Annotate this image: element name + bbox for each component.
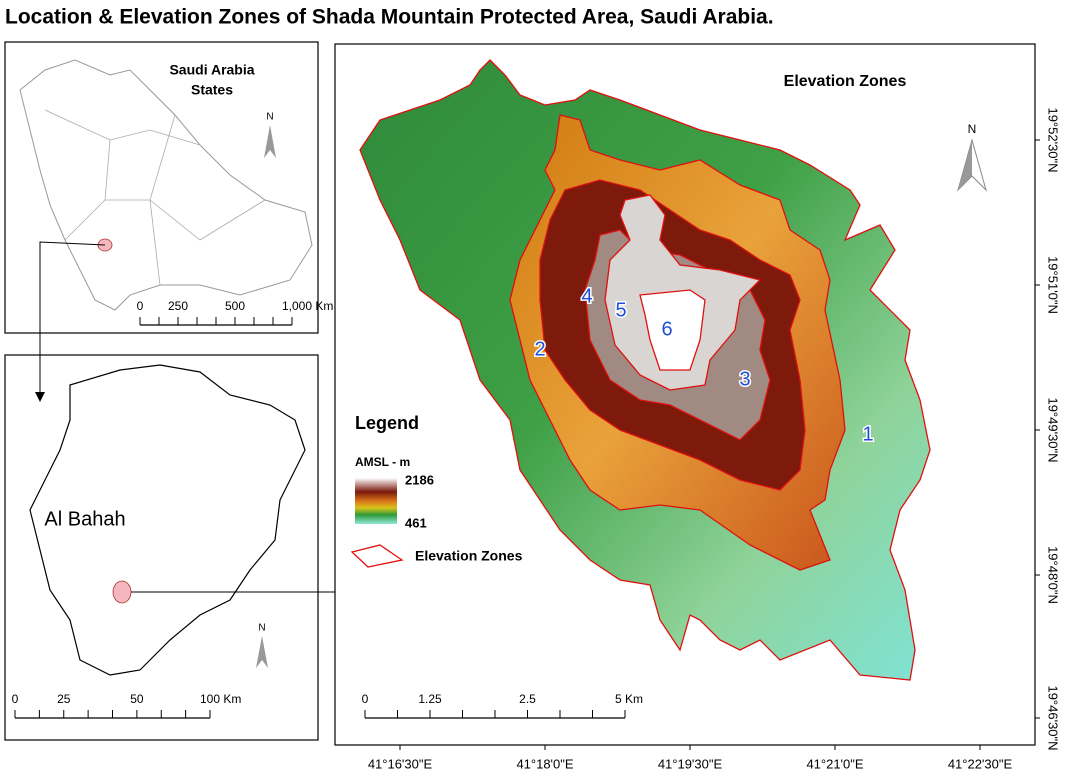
north-arrow-shade	[958, 140, 972, 190]
north-label: N	[258, 623, 265, 634]
scale-bar: 0 25 50 100 Km	[12, 692, 241, 719]
scale-label: 1.25	[418, 692, 442, 706]
zone-label: 1	[862, 423, 873, 445]
shada-highlight	[112, 580, 132, 604]
scale-label: 25	[57, 692, 71, 706]
bahah-outline	[29, 364, 306, 676]
scale-label: 250	[168, 299, 188, 313]
scale-label: 100 Km	[200, 692, 241, 706]
scale-label: 50	[130, 692, 144, 706]
north-label: N	[968, 122, 977, 136]
region-label: Al Bahah	[44, 508, 125, 530]
map-title: Elevation Zones	[784, 73, 907, 90]
scale-bar: 0 1.25 2.5 5 Km	[362, 692, 643, 719]
locator-arrow	[39, 241, 106, 398]
scale-label: 0	[137, 299, 144, 313]
zone-legend-label: Elevation Zones	[415, 548, 523, 564]
scale-label: 1,000 Km	[282, 299, 333, 313]
north-label: N	[266, 112, 273, 123]
y-coord-label: 19°46'30"N	[1046, 685, 1061, 750]
x-coord-label: 41°16'30"E	[368, 756, 433, 771]
coordinate-labels: 41°16'30"E 41°18'0"E 41°19'30"E 41°21'0"E 41…	[368, 107, 1061, 771]
page-title: Location & Elevation Zones of Shada Moun…	[5, 6, 774, 29]
scale-label: 0	[362, 692, 369, 706]
x-coord-label: 41°18'0"E	[516, 756, 573, 771]
zone-legend-symbol	[350, 544, 404, 568]
scale-label: 500	[225, 299, 245, 313]
x-coord-label: 41°19'30"E	[658, 756, 723, 771]
y-coord-label: 19°49'30"N	[1046, 397, 1061, 462]
elevation-ramp	[355, 478, 397, 524]
bahah-inset-frame	[4, 354, 319, 741]
y-coord-label: 19°48'0"N	[1046, 546, 1061, 604]
y-coord-label: 19°51'0"N	[1046, 256, 1061, 314]
ramp-max: 2186	[405, 472, 434, 487]
x-coord-label: 41°21'0"E	[806, 756, 863, 771]
ramp-title: AMSL - m	[355, 455, 410, 469]
scale-label: 2.5	[519, 692, 536, 706]
saudi-inset-frame	[4, 41, 319, 334]
legend-title: Legend	[355, 413, 419, 433]
inset-title: States	[191, 82, 233, 98]
zone-label: 3	[739, 368, 750, 390]
zone-label: 6	[661, 318, 672, 340]
scale-label: 5 Km	[615, 692, 643, 706]
ramp-min: 461	[405, 515, 427, 530]
zone-label: 5	[615, 299, 626, 321]
state-borders	[44, 109, 266, 286]
inset-title: Saudi Arabia	[169, 62, 254, 78]
arrowhead	[35, 392, 45, 402]
y-coord-label: 19°52'30"N	[1046, 107, 1061, 172]
x-coord-label: 41°22'30"E	[948, 756, 1013, 771]
zone-label: 4	[581, 285, 592, 307]
scale-label: 0	[12, 692, 19, 706]
elevation-zones	[359, 59, 931, 681]
scale-bar: 0 250 500 1,000 Km	[137, 299, 333, 326]
zone-label: 2	[534, 338, 545, 360]
zone-6	[639, 289, 706, 371]
north-arrow	[256, 636, 268, 668]
north-arrow	[264, 125, 276, 158]
